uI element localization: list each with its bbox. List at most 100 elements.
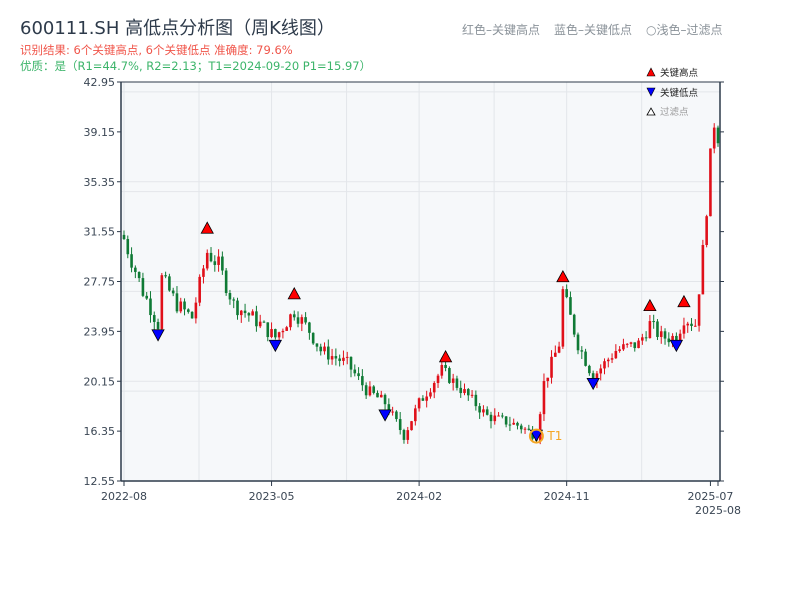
candle-body [179, 301, 183, 312]
key-high-marker [643, 298, 657, 312]
hint-low: 蓝色–关键低点 [554, 23, 633, 37]
candle-body [588, 365, 591, 374]
y-tick-label: 42.95 [84, 76, 116, 89]
t1-marker [528, 428, 544, 444]
candle-body [459, 387, 463, 394]
candle-body [686, 323, 690, 326]
candle-body [221, 256, 224, 271]
candle-body [149, 298, 152, 316]
candle-body [474, 394, 478, 407]
candle-body [217, 256, 220, 265]
candle-body [497, 415, 500, 417]
candle-body [304, 317, 307, 323]
candle-body [523, 428, 527, 430]
candle-body [391, 411, 394, 413]
legend-low-icon [646, 87, 656, 97]
x-tick-label: 2024-02 [396, 490, 442, 503]
candle-body [247, 313, 251, 316]
candle-body [659, 331, 663, 337]
candle-body [606, 359, 610, 362]
candle-body [281, 330, 285, 333]
candle-body [463, 389, 466, 394]
candle-body [190, 311, 194, 319]
candle-body [345, 356, 349, 358]
candle-body [395, 411, 398, 420]
y-tick-label: 31.55 [84, 226, 116, 239]
candle-body [508, 424, 512, 426]
candle-body [327, 346, 330, 360]
candle-body [546, 377, 550, 382]
candle-body [512, 422, 515, 425]
candle-body [137, 271, 141, 279]
candle-body [572, 314, 576, 335]
candle-body [364, 385, 368, 396]
candle-body [584, 351, 587, 366]
candle-body [466, 389, 470, 396]
candle-body [682, 325, 686, 334]
candle-body [693, 325, 697, 327]
result-summary: 识别结果: 6个关键高点, 6个关键低点 准确度: 79.6% [20, 43, 293, 57]
candle-body [372, 386, 376, 393]
y-tick-label: 16.35 [84, 425, 116, 438]
candle-body [171, 290, 175, 294]
candle-body [455, 378, 459, 388]
candle-body [576, 334, 580, 351]
key-low-marker [268, 339, 283, 353]
candle-body [470, 394, 474, 396]
color-hint: 红色–关键高点 蓝色–关键低点 ○浅色–过滤点 [462, 21, 723, 38]
candle-body [478, 406, 481, 413]
key-low-marker [378, 409, 392, 422]
candle-body [550, 356, 553, 378]
candle-body [637, 340, 640, 349]
candle-body [414, 408, 417, 422]
candle-body [187, 309, 190, 312]
candle-body [421, 398, 425, 401]
candle-body [213, 261, 217, 265]
candle-body [209, 252, 213, 262]
candle-body [652, 321, 655, 323]
candle-body [152, 315, 156, 322]
y-tick-label: 27.75 [84, 276, 116, 289]
candle-body [697, 294, 701, 326]
candle-body [504, 416, 508, 425]
legend-high-label: 关键高点 [660, 67, 699, 79]
candle-body [292, 314, 296, 318]
candle-body [296, 317, 300, 324]
candle-body [262, 321, 266, 323]
candle-body [527, 428, 531, 430]
candle-body [622, 344, 625, 350]
candle-body [141, 278, 145, 296]
candle-body [274, 329, 277, 338]
candle-body [349, 356, 353, 370]
candle-body [243, 310, 247, 314]
candle-body [406, 430, 410, 440]
candle-body [224, 270, 228, 294]
candle-body [667, 338, 671, 343]
candle-body [277, 332, 281, 338]
candle-body [656, 321, 659, 337]
candle-body [130, 254, 133, 268]
candle-body [618, 349, 621, 351]
candle-body [168, 276, 171, 291]
candle-body [410, 421, 413, 431]
candle-body [569, 297, 572, 315]
candle-body [160, 275, 164, 329]
key-high-marker [200, 221, 214, 234]
candle-body [376, 392, 379, 398]
candle-body [126, 239, 130, 255]
candle-body [595, 373, 599, 382]
candle-body [648, 321, 652, 339]
candle-body [705, 216, 708, 245]
candle-body [255, 311, 258, 327]
candle-body [202, 268, 205, 277]
candle-body [709, 148, 712, 217]
candle-body [489, 414, 493, 422]
candle-body [440, 364, 444, 376]
candle-body [712, 127, 716, 149]
candle-body [311, 332, 315, 344]
candle-body [448, 368, 451, 383]
candle-body [323, 346, 326, 352]
candle-body [591, 373, 595, 382]
hint-filtered: ○浅色–过滤点 [646, 23, 723, 37]
